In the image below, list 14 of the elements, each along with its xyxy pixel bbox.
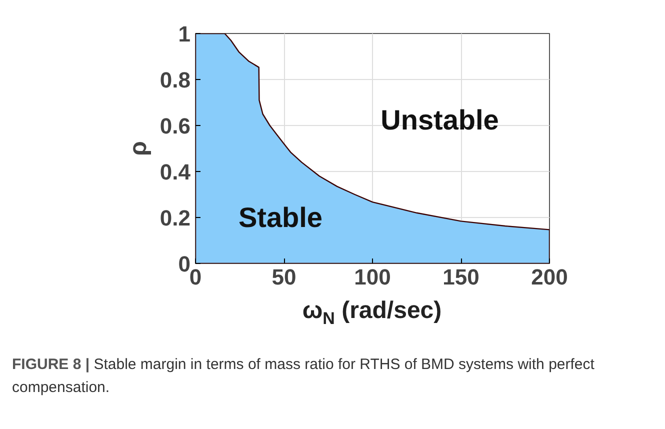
y-tick-label: 1 [178, 22, 191, 46]
y-axis-title: ρ [124, 141, 152, 156]
x-axis-title: ω$_{N}$ (rad/sec) [302, 296, 442, 330]
y-tick-label: 0.4 [160, 160, 192, 184]
y-tick-label: 0.8 [160, 68, 191, 92]
x-tick-label: 100 [354, 264, 391, 290]
caption: FIGURE 8 | Stable margin in terms of mass ratio for RTHS of BMD systems with perfect compensation. [12, 355, 596, 398]
annotation: Unstable [380, 104, 499, 136]
y-tick-label: 0.2 [160, 206, 191, 230]
x-tick-label: 200 [531, 264, 568, 290]
annotation: Stable [238, 202, 322, 233]
y-tick-label: 0.6 [160, 114, 191, 138]
x-tick-label: 50 [272, 264, 296, 290]
x-tick-label: 150 [442, 264, 480, 290]
